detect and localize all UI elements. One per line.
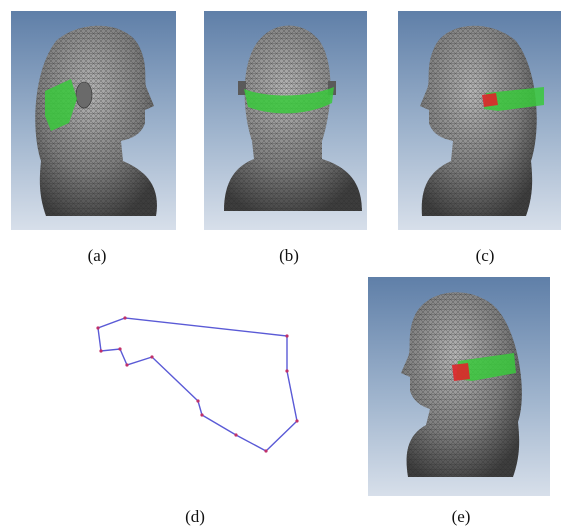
- head-mesh: [35, 25, 157, 216]
- polygon-vertices: [96, 316, 299, 453]
- highlight-region: [244, 87, 334, 114]
- panel-c-head-mesh-side: [398, 11, 561, 230]
- caption-b: (b): [279, 246, 299, 265]
- panel-a-head-mesh-side: [11, 11, 176, 230]
- caption-a: (a): [87, 246, 107, 265]
- caption-c: (c): [475, 246, 495, 265]
- panel-b-head-mesh-back: [204, 11, 367, 230]
- panel-d-polygon: [80, 305, 310, 465]
- caption-d: (d): [185, 507, 205, 526]
- head-mesh: [224, 25, 362, 211]
- polygon-outline: [97, 317, 298, 452]
- head-mesh: [420, 25, 537, 216]
- highlight-red-region: [452, 363, 470, 381]
- head-mesh: [401, 292, 522, 477]
- highlight-region: [484, 87, 544, 111]
- panel-e-head-mesh-three-quarter: [368, 277, 550, 496]
- highlight-red-region: [482, 93, 498, 107]
- caption-e: (e): [451, 507, 471, 526]
- highlight-region: [45, 79, 77, 131]
- highlight-region: [456, 353, 516, 381]
